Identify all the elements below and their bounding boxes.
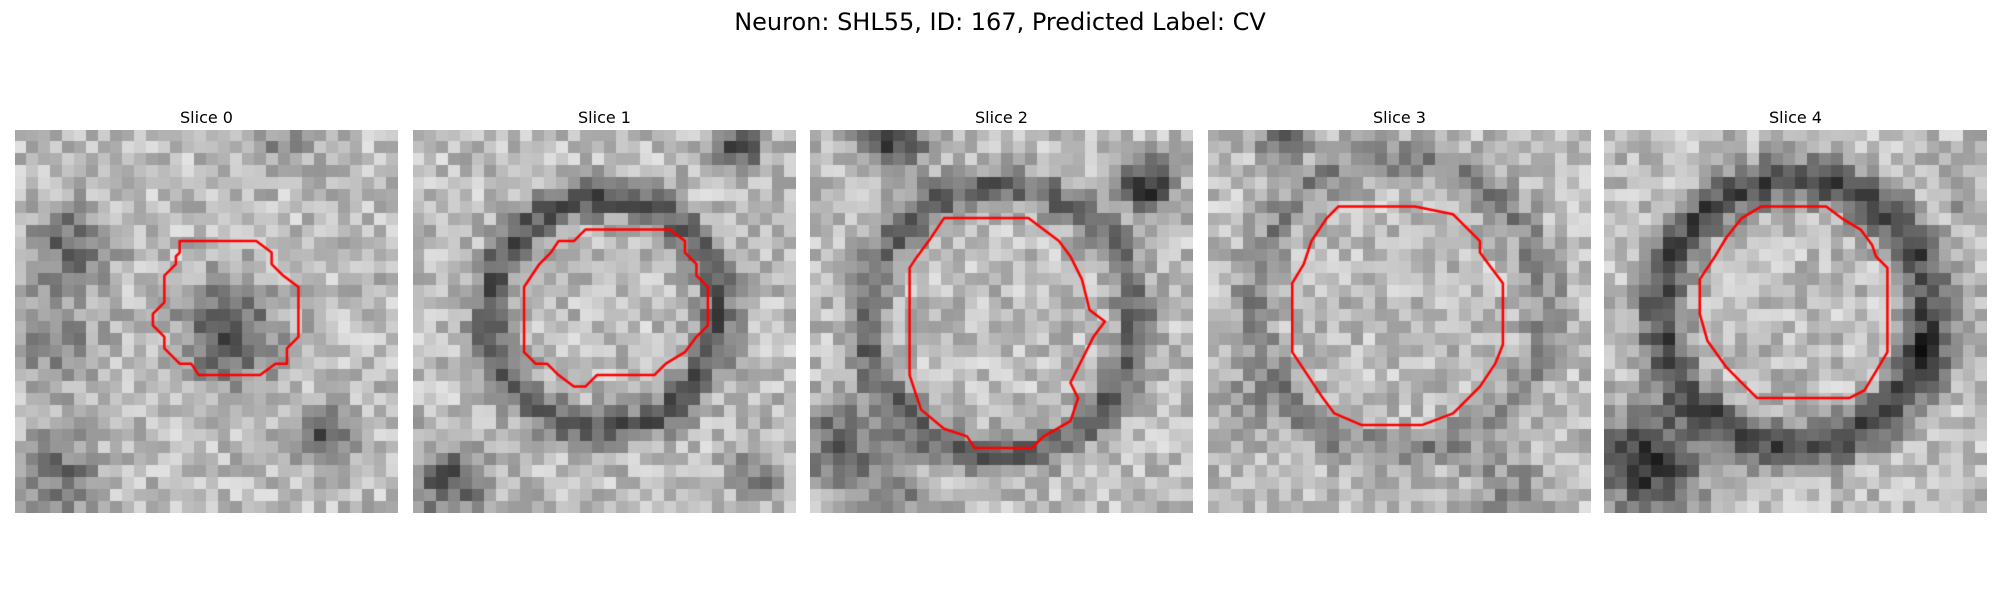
figure-title: Neuron: SHL55, ID: 167, Predicted Label:… bbox=[734, 8, 1266, 36]
slice-image bbox=[1604, 130, 1987, 513]
slice-image bbox=[810, 130, 1193, 513]
slice-title: Slice 2 bbox=[975, 108, 1028, 127]
slice-panel-2: Slice 2 bbox=[810, 108, 1193, 513]
slice-image bbox=[15, 130, 398, 513]
slice-title: Slice 3 bbox=[1373, 108, 1426, 127]
slice-panel-0: Slice 0 bbox=[15, 108, 398, 513]
slice-title: Slice 0 bbox=[180, 108, 233, 127]
slice-panel-3: Slice 3 bbox=[1208, 108, 1591, 513]
slice-image bbox=[413, 130, 796, 513]
slice-title: Slice 1 bbox=[578, 108, 631, 127]
slice-title: Slice 4 bbox=[1769, 108, 1822, 127]
slice-panel-4: Slice 4 bbox=[1604, 108, 1987, 513]
slice-panel-1: Slice 1 bbox=[413, 108, 796, 513]
slice-image bbox=[1208, 130, 1591, 513]
